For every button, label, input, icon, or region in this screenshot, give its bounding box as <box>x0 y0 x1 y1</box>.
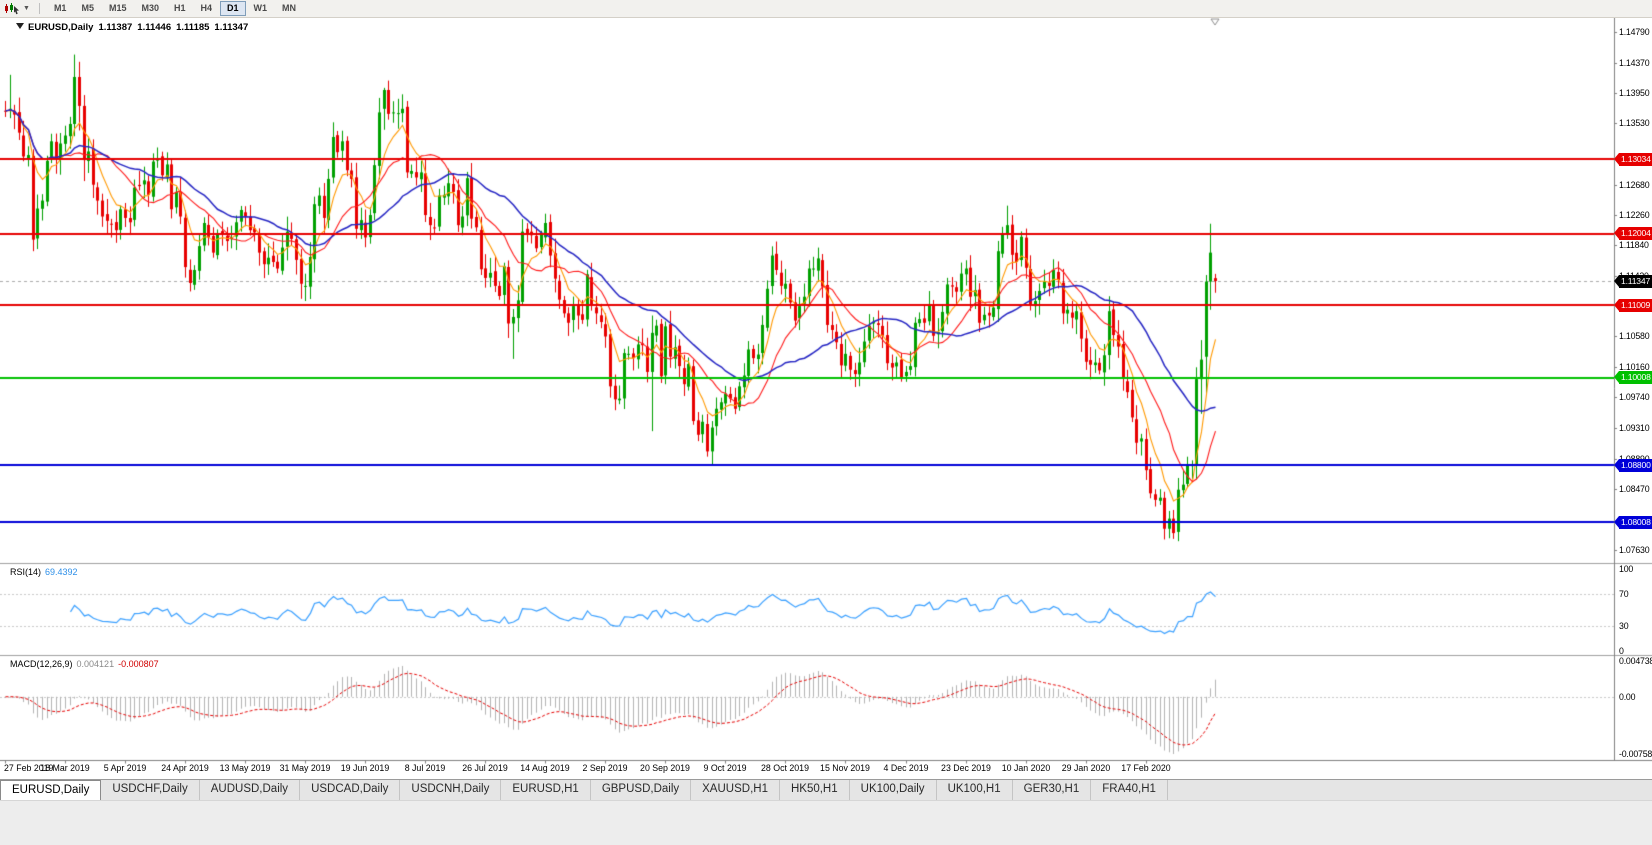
tab-usdcnh-daily[interactable]: USDCNH,Daily <box>400 780 502 801</box>
chart-tabs: EURUSD,Daily USDCHF,Daily AUDUSD,Daily USDC… <box>0 779 1652 801</box>
tab-uk100-daily[interactable]: UK100,Daily <box>850 780 937 801</box>
tab-xauusd-h1[interactable]: XAUUSD,H1 <box>691 780 780 801</box>
tab-usdcad-daily[interactable]: USDCAD,Daily <box>300 780 401 801</box>
tab-eurusd-daily[interactable]: EURUSD,Daily <box>0 780 102 801</box>
toolbar-separator <box>38 3 40 14</box>
timeframe-button-mn[interactable]: MN <box>282 3 297 13</box>
chart-cursor-icon[interactable] <box>4 2 20 15</box>
timeframe-button-h1[interactable]: H1 <box>174 3 186 13</box>
tab-uk100-h1[interactable]: UK100,H1 <box>937 780 1013 801</box>
timeframe-button-m5[interactable]: M5 <box>81 3 94 13</box>
tab-eurusd-h1[interactable]: EURUSD,H1 <box>501 780 591 801</box>
tab-audusd-daily[interactable]: AUDUSD,Daily <box>200 780 301 801</box>
timeframe-button-w1[interactable]: W1 <box>253 3 268 13</box>
tab-hk50-h1[interactable]: HK50,H1 <box>780 780 850 801</box>
timeframe-button-m30[interactable]: M30 <box>141 3 159 13</box>
tab-usdchf-daily[interactable]: USDCHF,Daily <box>101 780 200 801</box>
timeframe-toolbar: M1 M5 M15 M30 H1 H4 D1 W1 MN <box>47 1 303 16</box>
timeframe-button-m15[interactable]: M15 <box>108 3 127 13</box>
toolbar: ▼ M1 M5 M15 M30 H1 H4 D1 W1 MN <box>0 0 1652 18</box>
tab-gbpusd-daily[interactable]: GBPUSD,Daily <box>591 780 692 801</box>
tab-ger30-h1[interactable]: GER30,H1 <box>1013 780 1092 801</box>
timeframe-button-h4[interactable]: H4 <box>200 3 213 13</box>
chevron-down-icon[interactable]: ▼ <box>23 5 30 12</box>
timeframe-button-m1[interactable]: M1 <box>53 3 67 13</box>
timeframe-button-d1[interactable]: D1 <box>220 1 246 16</box>
status-area <box>0 800 1652 845</box>
tab-fra40-h1[interactable]: FRA40,H1 <box>1091 780 1168 801</box>
